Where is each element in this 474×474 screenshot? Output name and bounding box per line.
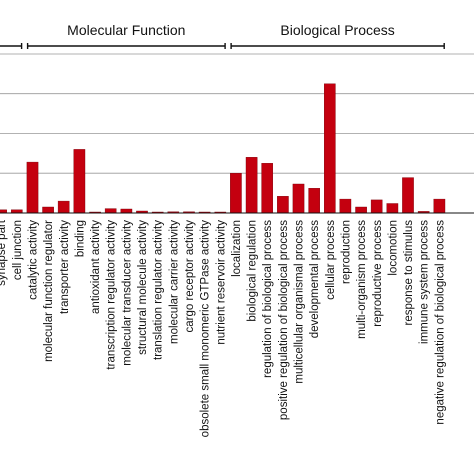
bar — [292, 183, 305, 214]
category-label: obsolete small monomeric GTPase activity — [200, 220, 212, 438]
bar — [230, 172, 242, 214]
category-label: molecular carrier activity — [168, 220, 180, 344]
bar — [120, 208, 133, 214]
category-label: transporter activity — [59, 220, 71, 314]
category-label: catalytic activity — [28, 220, 40, 300]
category-label: antioxidant activity — [90, 220, 102, 314]
group-label: Molecular Function — [67, 22, 185, 38]
category-label: multicellular organismal process — [294, 220, 306, 384]
category-label: molecular transducer activity — [121, 220, 133, 366]
bars — [0, 83, 446, 214]
category-label: regulation of biological process — [262, 220, 274, 378]
group-label: Biological Process — [280, 22, 394, 38]
bar — [277, 196, 289, 214]
category-label: response to stimulus — [403, 220, 415, 326]
bar — [26, 161, 39, 214]
group-headers: Molecular Function Biological Process — [0, 22, 445, 49]
bar — [355, 206, 367, 214]
bar — [104, 208, 117, 214]
category-label: locomotion — [387, 220, 399, 276]
bar — [386, 203, 399, 214]
bar — [245, 157, 258, 214]
category-label: transcription regulator activity — [106, 220, 118, 370]
category-labels: synapse part cell junction catalytic activ… — [0, 219, 446, 437]
category-label: multi-organism process — [356, 220, 368, 339]
category-label: reproductive process — [372, 220, 384, 327]
bar — [402, 177, 414, 214]
bar — [308, 188, 321, 214]
bar — [324, 83, 336, 214]
category-label: binding — [74, 220, 86, 257]
category-label: biological regulation — [247, 220, 259, 322]
bar — [42, 206, 54, 214]
gridlines — [0, 53, 474, 174]
bar — [57, 200, 70, 214]
category-label: developmental process — [309, 220, 321, 339]
category-label: cell junction — [12, 220, 24, 280]
category-label: translation regulator activity — [153, 220, 165, 360]
category-label: immune system process — [419, 220, 431, 344]
bar — [370, 199, 383, 214]
category-label: cargo receptor activity — [184, 220, 196, 333]
category-label: nutrient reservoir activity — [215, 220, 227, 345]
category-label: synapse part — [0, 219, 8, 286]
bar — [73, 149, 86, 214]
category-label: negative regulation of biological proces… — [434, 220, 446, 425]
category-label: localization — [231, 220, 243, 277]
category-label: molecular function regulator — [43, 220, 55, 362]
category-label: positive regulation of biological proces… — [278, 220, 290, 420]
category-label: cellular process — [325, 220, 337, 300]
category-label: reproduction — [340, 220, 352, 284]
category-label: structural molecule activity — [137, 220, 149, 355]
bar — [339, 198, 352, 214]
bar — [433, 198, 446, 214]
bar — [261, 163, 274, 214]
